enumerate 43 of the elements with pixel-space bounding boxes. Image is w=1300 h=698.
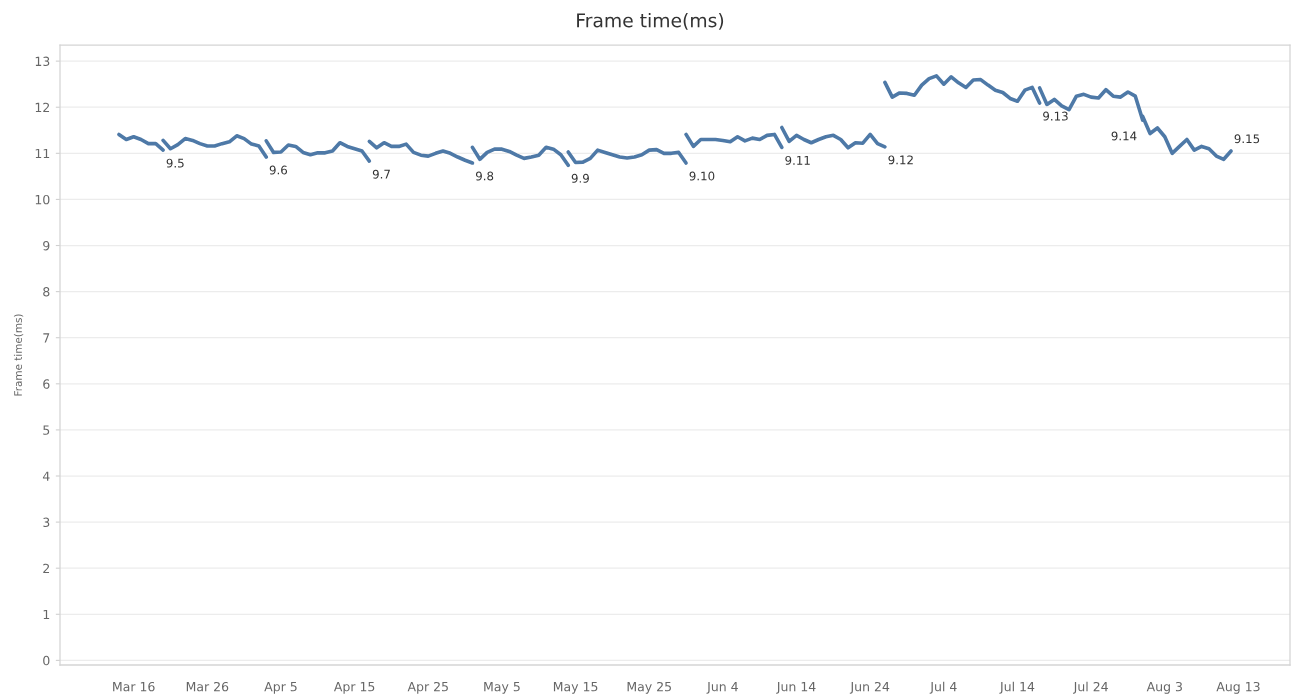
series-label: 9.9 [571, 173, 589, 183]
series-label: 9.10 [689, 171, 715, 181]
y-tick-label: 4 [42, 471, 50, 481]
x-tick-label: May 25 [627, 681, 671, 694]
chart-title: Frame time(ms) [577, 12, 724, 30]
x-tick-label: Apr 25 [407, 681, 448, 694]
y-tick-label: 9 [43, 240, 50, 251]
x-tick-label: Apr 15 [333, 682, 375, 694]
x-tick-label: Jul 24 [1073, 681, 1108, 694]
y-tick-label: 8 [43, 287, 50, 297]
x-tick-label: Jun 24 [849, 681, 890, 694]
series-label: 9.14 [1111, 131, 1137, 141]
series-label: 9.11 [785, 155, 810, 165]
series-label: 9.6 [269, 165, 288, 175]
x-tick-label: Jun 14 [776, 682, 816, 694]
y-axis-title: Frame time(ms) [13, 314, 24, 396]
x-tick-label: Apr 5 [264, 682, 297, 694]
series-label: 9.7 [372, 169, 390, 179]
x-tick-label: Mar 26 [186, 681, 229, 692]
x-tick-label: Jul 4 [929, 681, 957, 694]
series-label: 9.12 [888, 155, 913, 165]
series-label: 9.8 [475, 171, 494, 181]
y-tick-label: 0 [43, 655, 50, 666]
y-tick-label: 7 [43, 333, 50, 343]
series-label: 9.5 [166, 158, 184, 168]
y-tick-label: 6 [43, 379, 50, 389]
x-tick-label: Jul 14 [999, 681, 1035, 694]
x-tick-label: Aug 13 [1216, 681, 1260, 694]
x-tick-label: Mar 16 [113, 681, 155, 692]
y-tick-label: 2 [43, 563, 50, 573]
x-tick-label: May 15 [553, 682, 598, 694]
series-label: 9.13 [1043, 111, 1068, 121]
x-tick-label: Aug 3 [1146, 681, 1182, 694]
x-tick-label: May 5 [484, 682, 520, 694]
y-tick-label: 12 [35, 102, 50, 112]
y-tick-label: 1 [43, 609, 50, 620]
x-tick-label: Jun 4 [706, 682, 738, 694]
y-tick-label: 3 [43, 517, 50, 528]
y-tick-label: 13 [35, 56, 50, 67]
y-tick-label: 10 [35, 194, 50, 205]
y-tick-label: 11 [35, 148, 50, 159]
series-label: 9.15 [1234, 134, 1260, 144]
y-tick-label: 5 [43, 425, 50, 435]
